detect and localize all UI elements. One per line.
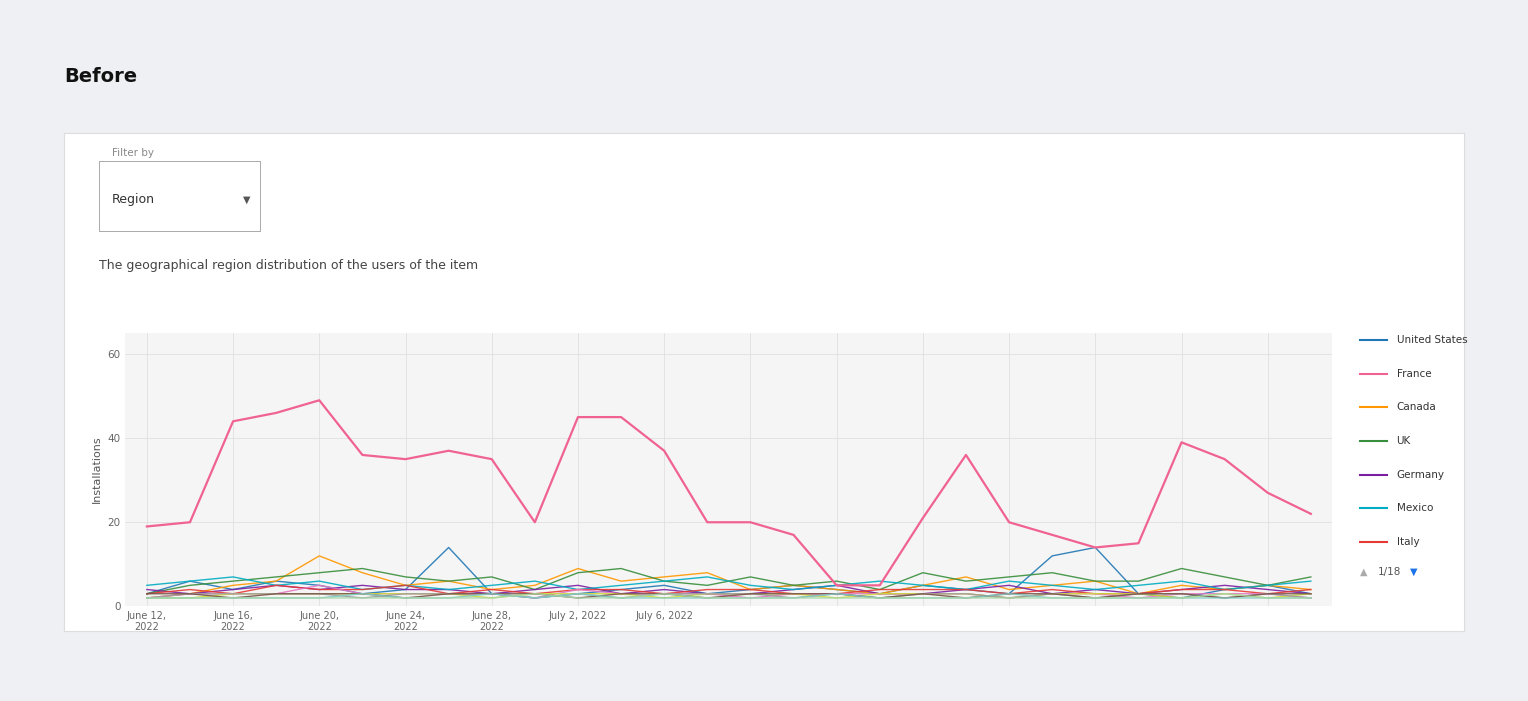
- Text: The geographical region distribution of the users of the item: The geographical region distribution of …: [99, 259, 478, 273]
- Y-axis label: Installations: Installations: [92, 436, 102, 503]
- Text: Canada: Canada: [1397, 402, 1436, 412]
- Text: 1/18: 1/18: [1378, 567, 1401, 577]
- Text: Filter by: Filter by: [112, 148, 153, 158]
- Text: Mexico: Mexico: [1397, 503, 1433, 513]
- Text: ▼: ▼: [243, 195, 251, 205]
- Text: ▲: ▲: [1360, 567, 1368, 577]
- Text: UK: UK: [1397, 436, 1410, 446]
- Text: United States: United States: [1397, 335, 1467, 345]
- Text: France: France: [1397, 369, 1432, 379]
- Text: Italy: Italy: [1397, 537, 1420, 547]
- Text: Germany: Germany: [1397, 470, 1444, 479]
- Text: Region: Region: [112, 193, 156, 206]
- Text: Before: Before: [64, 67, 138, 86]
- Text: ▼: ▼: [1410, 567, 1418, 577]
